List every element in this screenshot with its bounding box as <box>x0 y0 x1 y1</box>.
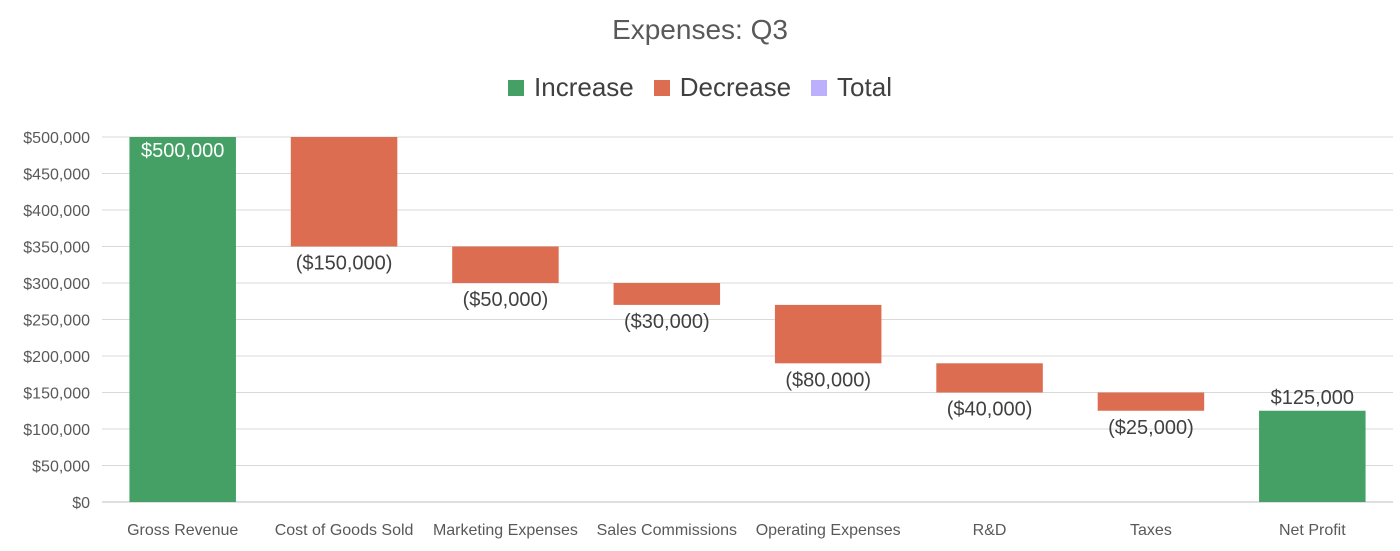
x-tick-label: Cost of Goods Sold <box>275 522 414 539</box>
data-label: ($25,000) <box>1108 417 1194 439</box>
x-tick-label: Marketing Expenses <box>433 522 578 539</box>
legend-swatch-total <box>811 79 828 96</box>
y-tick-label: $500,000 <box>23 130 90 147</box>
data-label: ($30,000) <box>624 311 710 333</box>
legend-swatch-decrease <box>653 79 670 96</box>
y-axis: $0 $50,000 $100,000 $150,000 $200,000 $250,00… <box>23 130 90 512</box>
data-label: ($50,000) <box>463 289 549 311</box>
x-tick-label: Sales Commissions <box>597 522 737 539</box>
y-tick-label: $50,000 <box>32 459 90 476</box>
x-tick-label: Operating Expenses <box>756 522 901 539</box>
y-tick-label: $0 <box>72 495 90 512</box>
bar-7[interactable] <box>1097 392 1205 411</box>
y-tick-label: $150,000 <box>23 386 90 403</box>
y-tick-label: $200,000 <box>23 349 90 366</box>
bar-4[interactable] <box>613 283 721 305</box>
data-labels: $500,000 ($150,000) ($50,000) ($30,000) ($80… <box>141 140 1354 439</box>
y-tick-label: $300,000 <box>23 276 90 293</box>
chart-title: Expenses: Q3 <box>612 14 788 45</box>
x-tick-label: Taxes <box>1130 522 1172 539</box>
x-tick-label: Gross Revenue <box>127 522 238 539</box>
x-axis: Gross Revenue Cost of Goods Sold Marketing… <box>127 522 1346 539</box>
y-tick-label: $400,000 <box>23 203 90 220</box>
legend: Increase Decrease Total <box>0 72 1400 103</box>
legend-label-total: Total <box>837 72 892 102</box>
data-label: $500,000 <box>141 140 224 162</box>
bar-6[interactable] <box>936 363 1043 393</box>
bar-1[interactable] <box>129 137 236 502</box>
legend-item-total[interactable]: Total <box>811 72 892 103</box>
y-tick-label: $250,000 <box>23 313 90 330</box>
data-label: ($150,000) <box>296 253 393 275</box>
legend-swatch-increase <box>508 79 525 96</box>
y-tick-label: $450,000 <box>23 167 90 184</box>
y-tick-label: $350,000 <box>23 240 90 257</box>
data-label: ($80,000) <box>785 369 871 391</box>
bar-2[interactable] <box>290 137 398 247</box>
data-label: $125,000 <box>1271 387 1354 409</box>
legend-item-increase[interactable]: Increase <box>508 72 634 103</box>
bars <box>129 137 1366 502</box>
bar-5[interactable] <box>774 304 882 364</box>
legend-item-decrease[interactable]: Decrease <box>653 72 792 103</box>
bar-8[interactable] <box>1259 410 1366 502</box>
x-tick-label: R&D <box>973 522 1007 539</box>
bar-3[interactable] <box>452 246 559 284</box>
y-tick-label: $100,000 <box>23 422 90 439</box>
data-label: ($40,000) <box>947 399 1033 421</box>
x-tick-label: Net Profit <box>1279 522 1346 539</box>
legend-label-increase: Increase <box>534 72 634 102</box>
legend-label-decrease: Decrease <box>679 72 792 102</box>
